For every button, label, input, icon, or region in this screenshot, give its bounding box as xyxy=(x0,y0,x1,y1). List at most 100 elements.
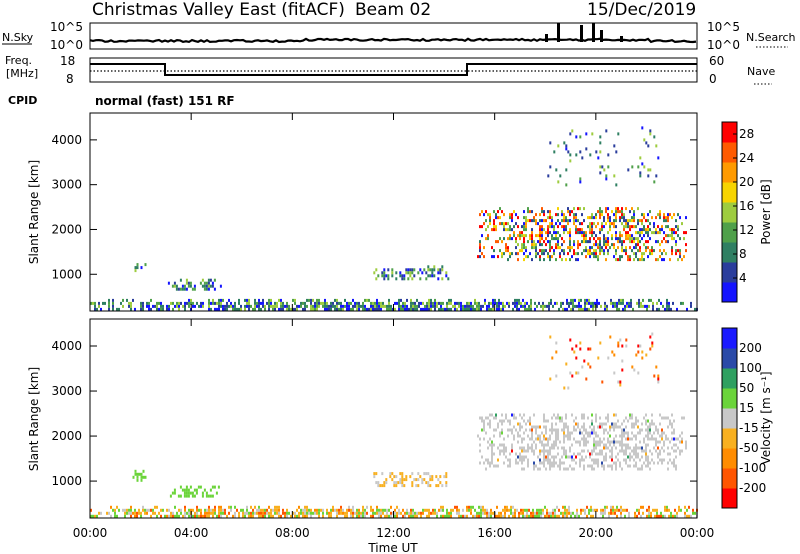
echo-cell xyxy=(569,338,572,342)
echo-cell xyxy=(346,508,348,512)
echo-cell xyxy=(677,249,679,253)
echo-cell xyxy=(577,425,579,429)
echo-cell xyxy=(555,258,557,262)
echo-cell xyxy=(460,304,462,308)
echo-cell xyxy=(589,452,591,456)
echo-cell xyxy=(539,449,541,453)
echo-cell xyxy=(270,508,272,512)
echo-cell xyxy=(536,304,538,308)
echo-cell xyxy=(525,219,527,223)
echo-cell xyxy=(599,213,601,217)
echo-cell xyxy=(445,475,448,479)
echo-cell xyxy=(184,514,186,518)
echo-cell xyxy=(494,298,496,302)
echo-cell xyxy=(655,449,657,453)
echo-cell xyxy=(603,234,605,238)
echo-cell xyxy=(409,268,412,272)
echo-cell xyxy=(304,508,306,512)
echo-cell xyxy=(651,344,654,348)
echo-cell xyxy=(334,508,336,512)
echo-cell xyxy=(609,449,611,453)
echo-cell xyxy=(667,216,669,220)
echo-cell xyxy=(100,307,102,311)
colorbar-bin xyxy=(722,328,737,349)
echo-cell xyxy=(222,298,224,302)
echo-cell xyxy=(643,165,646,169)
echo-cell xyxy=(184,505,186,509)
echo-cell xyxy=(479,213,481,217)
echo-cell xyxy=(394,511,396,515)
echo-cell xyxy=(274,508,276,512)
echo-cell xyxy=(611,210,613,214)
echo-cell xyxy=(576,508,578,512)
echo-cell xyxy=(358,514,360,518)
echo-cell xyxy=(617,344,620,348)
echo-cell xyxy=(621,443,623,447)
echo-cell xyxy=(671,249,673,253)
echo-cell xyxy=(150,514,152,518)
echo-cell xyxy=(633,252,635,256)
echo-cell xyxy=(668,304,670,308)
echo-cell xyxy=(232,307,234,311)
echo-cell xyxy=(627,219,629,223)
echo-cell xyxy=(405,271,408,275)
echo-cell xyxy=(623,249,625,253)
echo-cell xyxy=(579,222,581,226)
echo-cell xyxy=(464,304,466,308)
echo-cell xyxy=(565,258,567,262)
echo-cell xyxy=(549,240,551,244)
echo-cell xyxy=(547,231,549,235)
echo-cell xyxy=(427,268,430,272)
echo-cell xyxy=(336,511,338,515)
echo-cell xyxy=(549,464,551,468)
echo-cell xyxy=(150,508,152,512)
echo-cell xyxy=(181,284,184,288)
echo-cell xyxy=(499,443,501,447)
echo-cell xyxy=(643,216,645,220)
echo-cell xyxy=(523,458,525,462)
echo-cell xyxy=(140,475,143,479)
echo-cell xyxy=(645,443,647,447)
echo-cell xyxy=(565,362,568,366)
echo-cell xyxy=(575,228,577,232)
echo-cell xyxy=(342,304,344,308)
echo-cell xyxy=(456,511,458,515)
echo-cell xyxy=(611,243,613,247)
echo-cell xyxy=(548,304,550,308)
echo-cell xyxy=(398,304,400,308)
echo-cell xyxy=(620,508,622,512)
echo-cell xyxy=(521,458,523,462)
echo-cell xyxy=(391,478,394,482)
echo-cell xyxy=(652,508,654,512)
echo-cell xyxy=(599,228,601,232)
echo-cell xyxy=(189,491,192,495)
echo-cell xyxy=(209,284,212,288)
echo-cell xyxy=(501,252,503,256)
echo-cell xyxy=(647,144,650,148)
echo-cell xyxy=(338,301,340,305)
echo-cell xyxy=(648,298,650,302)
echo-cell xyxy=(579,177,582,181)
echo-cell xyxy=(511,228,513,232)
echo-cell xyxy=(493,434,495,438)
echo-cell xyxy=(557,452,559,456)
echo-cell xyxy=(572,511,574,515)
echo-cell xyxy=(190,301,192,305)
echo-cell xyxy=(589,153,592,157)
echo-cell xyxy=(377,484,380,488)
colorbar-bin xyxy=(722,428,737,449)
echo-cell xyxy=(585,377,588,381)
echo-cell xyxy=(352,505,354,509)
echo-cell xyxy=(609,335,612,339)
echo-cell xyxy=(258,298,260,302)
echo-cell xyxy=(671,446,673,450)
echo-cell xyxy=(334,304,336,308)
echo-cell xyxy=(661,416,663,420)
echo-cell xyxy=(675,443,677,447)
echo-cell xyxy=(617,419,619,423)
echo-cell xyxy=(636,301,638,305)
echo-cell xyxy=(332,508,334,512)
echo-cell xyxy=(258,304,260,308)
echo-cell xyxy=(524,514,526,518)
